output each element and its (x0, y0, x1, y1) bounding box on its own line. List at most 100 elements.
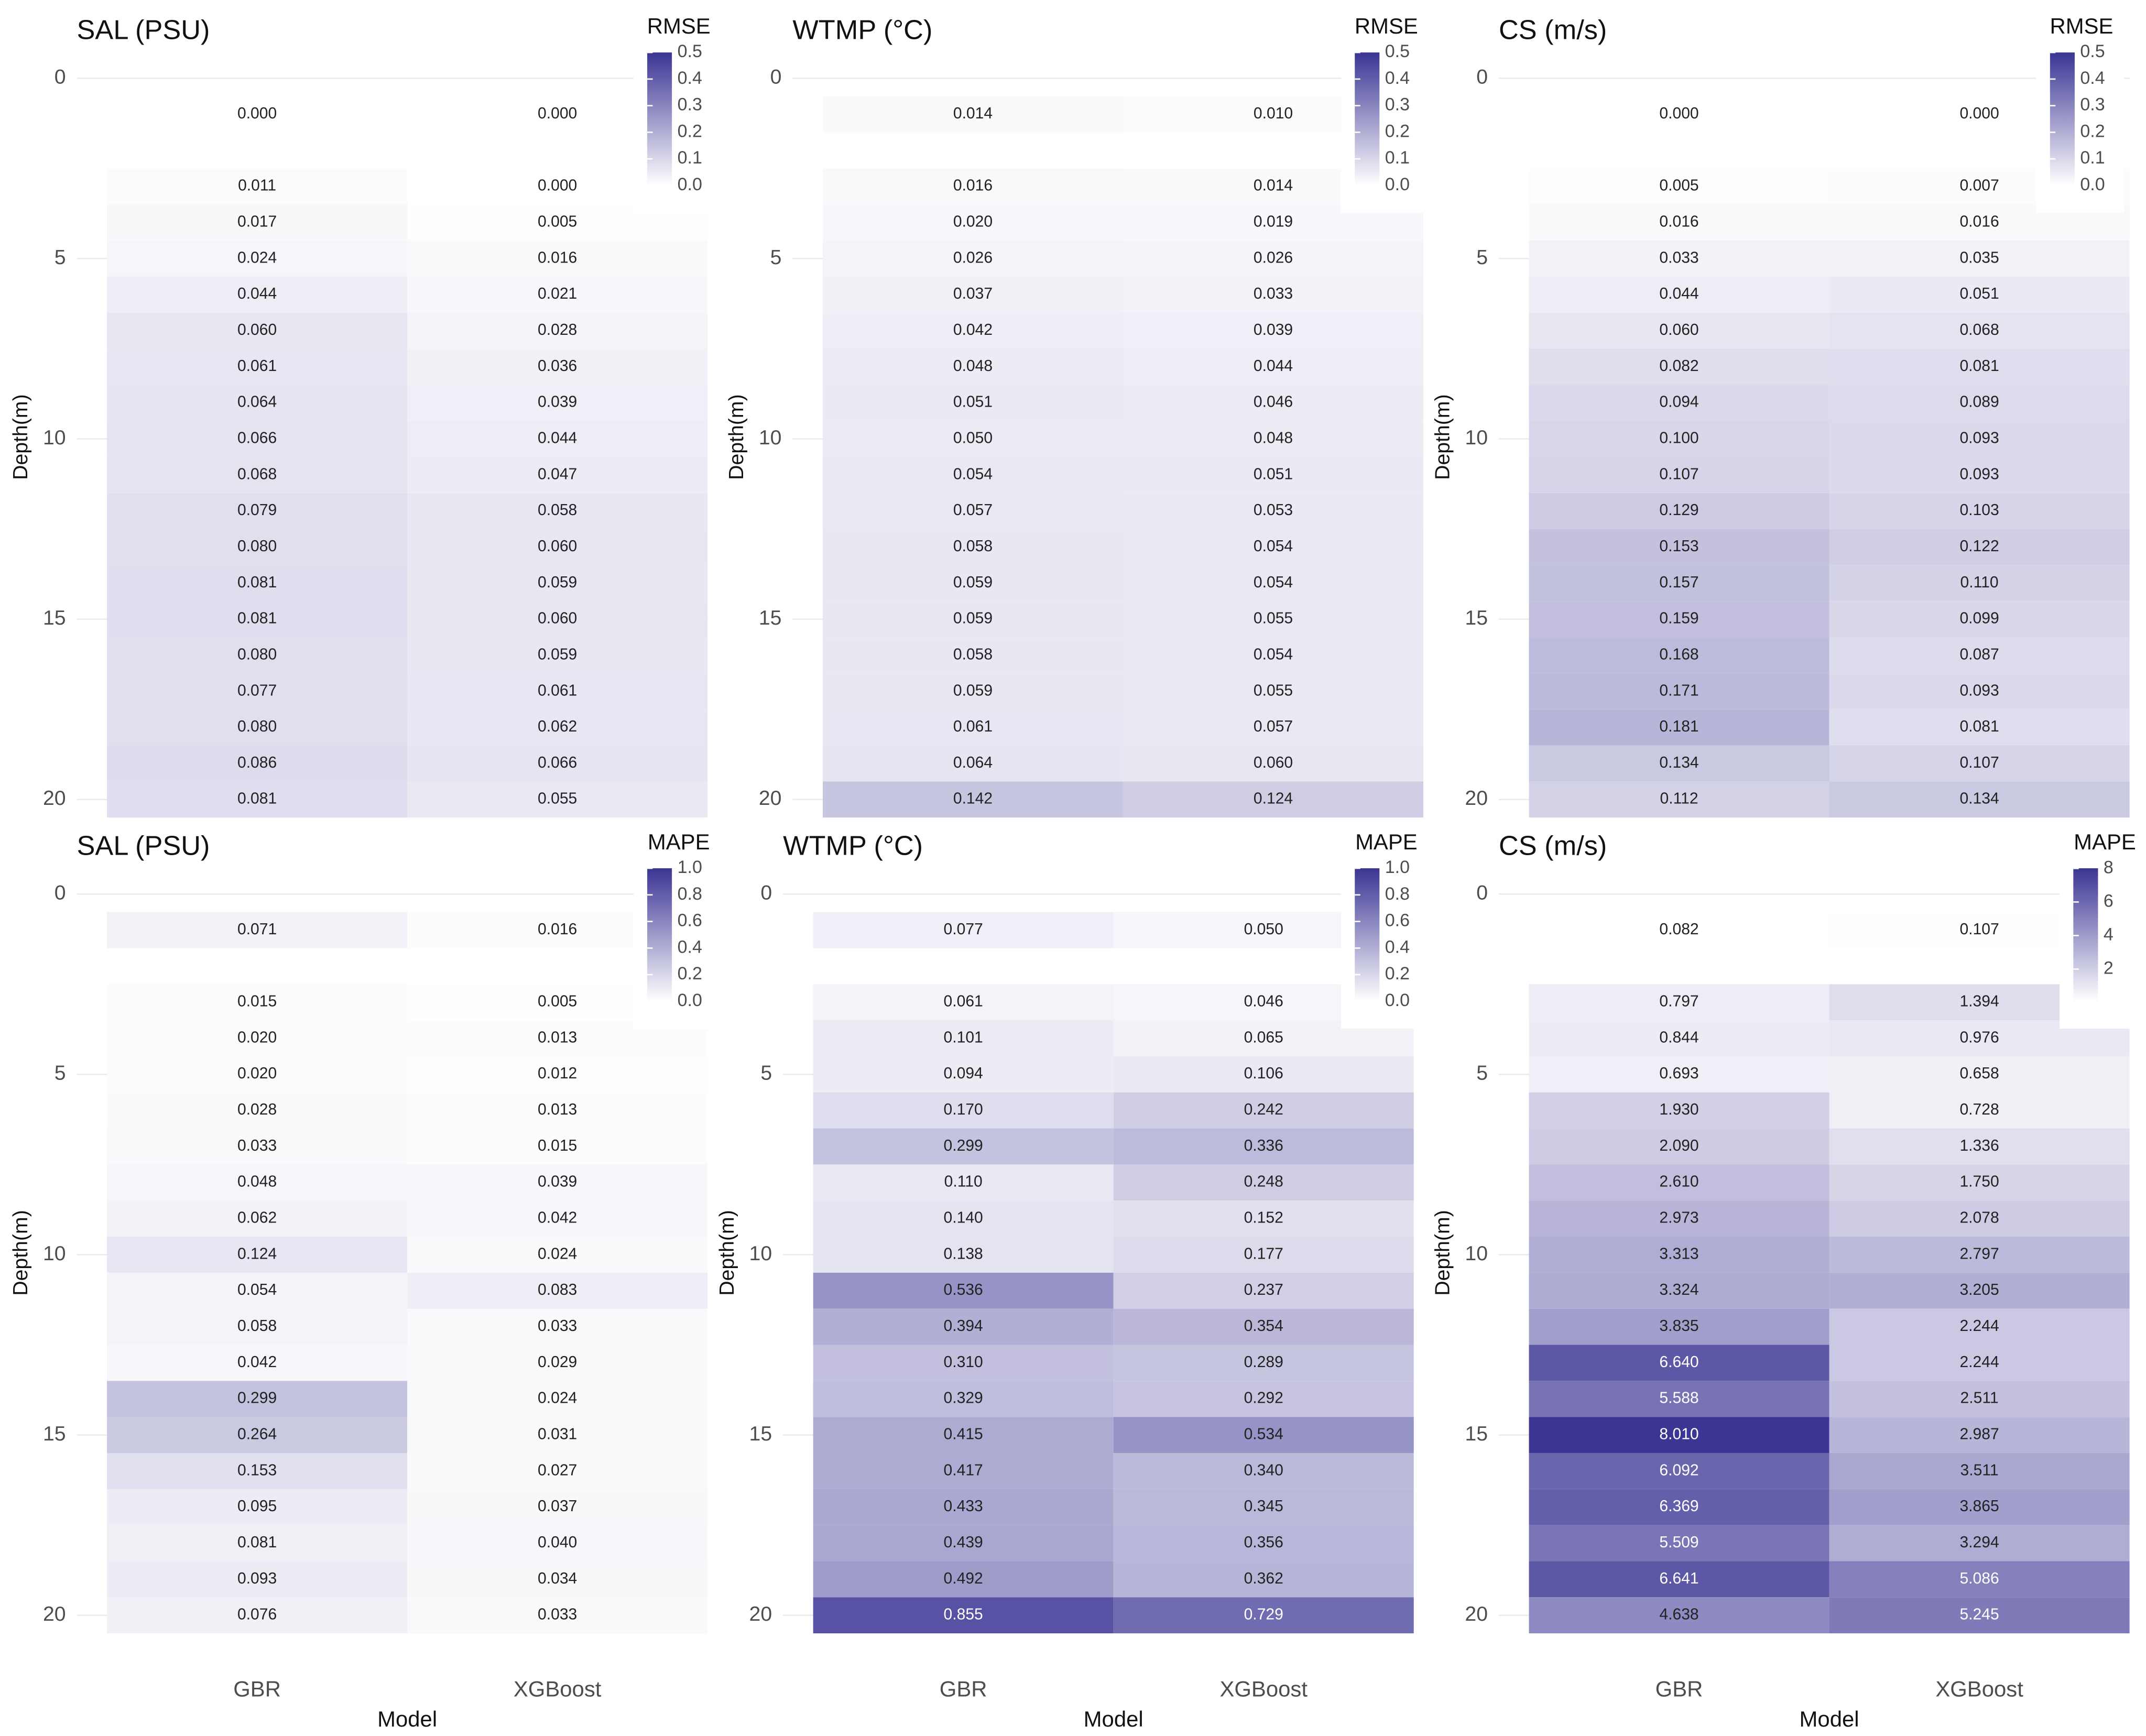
cell-label: 0.029 (538, 1353, 577, 1371)
heatmap-cell (407, 493, 708, 529)
colorbar-tick-label: 2 (2104, 958, 2114, 978)
heatmap-cell (107, 637, 408, 673)
heatmap-cell (1829, 1561, 2130, 1598)
heatmap-cell (107, 1597, 408, 1634)
cell-label: 2.078 (1959, 1209, 1999, 1227)
heatmap-cell (107, 745, 408, 782)
heatmap-cell (1529, 1597, 1829, 1634)
heatmap-cell (107, 1381, 408, 1417)
y-tick-label: 20 (749, 1602, 772, 1625)
cell-label: 0.081 (237, 790, 277, 807)
heatmap-cell (107, 1272, 408, 1309)
cell-label: 0.060 (1659, 321, 1698, 339)
cell-label: 0.345 (1244, 1498, 1283, 1515)
cell-label: 0.048 (1254, 429, 1293, 446)
heatmap-cell (1829, 1381, 2130, 1417)
heatmap-cell (1529, 385, 1829, 421)
y-tick-label: 0 (1476, 65, 1488, 89)
heatmap-cell (407, 1308, 708, 1345)
y-tick-label: 15 (1465, 606, 1488, 629)
heatmap-cell (1123, 637, 1424, 673)
heatmap-cell (1829, 348, 2130, 385)
cell-label: 0.134 (1959, 790, 1999, 807)
colorbar-tick-label: 6 (2104, 891, 2114, 911)
heatmap-cell (822, 637, 1124, 673)
cell-label: 0.046 (1254, 394, 1293, 411)
colorbar-tick-label: 0.0 (1385, 174, 1410, 194)
cell-label: 0.094 (1659, 394, 1698, 411)
cell-label: 2.511 (1960, 1390, 1999, 1407)
panel: 0 5 10 15 20 0.014 0.016 0.020 0.026 0.037 0.042 0.… (725, 4, 1429, 818)
heatmap-cell (1529, 456, 1829, 493)
heatmap-cell (1113, 1453, 1414, 1489)
legend-title: RMSE (2050, 14, 2114, 38)
x-tick-label: GBR (1655, 1677, 1703, 1701)
cell-label: 0.060 (538, 610, 577, 627)
cell-label: 0.042 (538, 1209, 577, 1227)
colorbar-tick-label: 0.2 (678, 964, 702, 984)
heatmap-cell (1123, 493, 1424, 529)
y-tick-label: 0 (55, 881, 66, 904)
heatmap-cell (1113, 1381, 1414, 1417)
panel: 0 5 10 15 20 0.077 0.061 0.101 0.094 0.170 0.299 0.… (715, 820, 1429, 1731)
y-tick-label: 10 (1465, 426, 1488, 449)
cell-label: 0.066 (538, 754, 577, 771)
cell-label: 0.037 (538, 1498, 577, 1515)
heatmap-cell (1113, 1164, 1414, 1201)
heatmap-cell (107, 168, 408, 205)
x-axis-label: Model (1800, 1707, 1859, 1731)
y-tick-label: 5 (55, 246, 66, 269)
cell-label: 0.024 (538, 1390, 577, 1407)
y-axis-label: Depth(m) (725, 394, 748, 480)
heatmap-cell (407, 240, 708, 277)
cell-label: 0.177 (1244, 1245, 1283, 1262)
heatmap-cell (107, 385, 408, 421)
heatmap-cell (107, 601, 408, 638)
y-tick-label: 5 (770, 246, 782, 269)
heatmap-cell (1529, 984, 1829, 1021)
cell-label: 0.729 (1244, 1606, 1283, 1623)
colorbar-tick-label: 0.4 (1385, 937, 1410, 957)
cell-label: 2.244 (1959, 1353, 1999, 1371)
cell-label: 0.044 (1254, 357, 1293, 375)
colorbar-tick-label: 0.4 (678, 937, 702, 957)
heatmap-cell (822, 601, 1124, 638)
cell-label: 0.181 (1659, 718, 1698, 735)
heatmap-cell (1829, 1489, 2130, 1525)
colorbar-tick-label: 0.3 (678, 95, 702, 115)
x-tick-label: XGBoost (1935, 1677, 2023, 1701)
cell-label: 0.046 (1244, 993, 1283, 1010)
cell-label: 0.037 (953, 285, 993, 302)
heatmap-cell (407, 529, 708, 565)
heatmap-cell (1529, 276, 1829, 313)
heatmap-cell (822, 385, 1124, 421)
cell-label: 0.015 (538, 1137, 577, 1154)
heatmap-cell (1113, 1128, 1414, 1165)
colorbar-tick-label: 0.2 (2080, 121, 2105, 141)
heatmap-cell (407, 781, 708, 818)
x-tick-label: XGBoost (514, 1677, 602, 1701)
colorbar (647, 52, 672, 185)
cell-label: 0.107 (1959, 754, 1999, 771)
heatmap-cell (1829, 1345, 2130, 1381)
heatmap-cell (813, 1561, 1114, 1598)
cell-label: 0.153 (1659, 538, 1698, 555)
cell-label: 0.033 (1659, 249, 1698, 266)
cell-label: 0.016 (538, 249, 577, 266)
heatmap-cell (1829, 1200, 2130, 1237)
heatmap-cell (407, 312, 708, 349)
heatmap-cell (813, 1489, 1114, 1525)
cell-label: 0.033 (237, 1137, 277, 1154)
cell-label: 0.264 (237, 1426, 277, 1443)
colorbar-tick-label: 0.1 (678, 148, 702, 168)
cell-label: 0.036 (538, 357, 577, 375)
heatmap-cell (1829, 781, 2130, 818)
cell-label: 0.005 (538, 993, 577, 1010)
heatmap-cell (1529, 709, 1829, 746)
heatmap-cell (107, 276, 408, 313)
cell-label: 0.082 (1659, 357, 1698, 375)
heatmap-cell (1113, 1237, 1414, 1273)
heatmap-cell (1829, 276, 2130, 313)
heatmap-cell (1829, 1128, 2130, 1165)
cell-label: 0.362 (1244, 1570, 1283, 1587)
